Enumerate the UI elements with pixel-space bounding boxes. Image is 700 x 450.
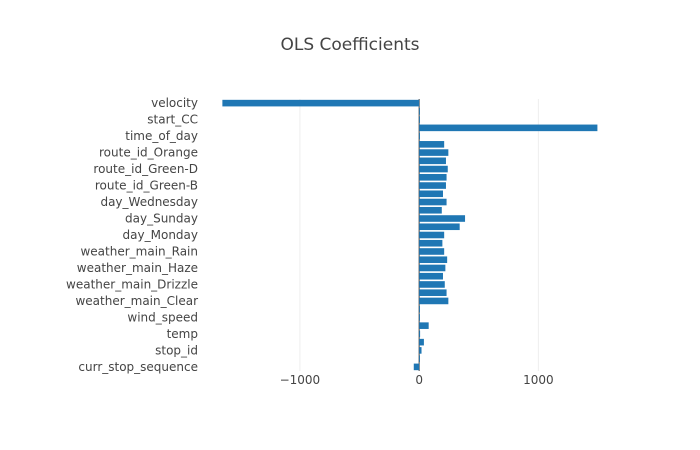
x-tick-label: 0 — [415, 373, 423, 387]
bar — [419, 132, 420, 140]
bar — [419, 322, 429, 329]
bar — [419, 182, 446, 189]
bar — [419, 264, 446, 272]
bar — [413, 363, 420, 371]
x-tick-label: −1000 — [280, 373, 321, 387]
y-category-label: route_id_Orange — [99, 146, 198, 160]
bar — [419, 272, 443, 280]
y-category-label: day_Monday — [123, 228, 198, 242]
y-category-label: temp — [167, 327, 198, 341]
bar — [419, 355, 420, 362]
y-category-label: weather_main_Drizzle — [66, 277, 198, 291]
y-category-label: stop_id — [155, 343, 198, 357]
bar — [419, 281, 445, 288]
y-category-label: velocity — [151, 96, 198, 110]
bar — [419, 206, 442, 214]
bar-series — [222, 99, 598, 371]
bar — [419, 124, 598, 132]
bar — [419, 141, 445, 148]
y-category-label: day_Sunday — [125, 212, 198, 226]
y-category-label: route_id_Green-D — [93, 162, 198, 176]
bar — [419, 174, 447, 181]
y-category-label: weather_main_Haze — [77, 261, 198, 275]
bar — [419, 239, 443, 247]
bar — [419, 330, 421, 338]
bar — [419, 305, 420, 313]
bar — [419, 157, 446, 165]
bar — [419, 165, 448, 173]
x-tick-label: 1000 — [523, 373, 554, 387]
bar — [419, 116, 420, 123]
gridlines — [299, 99, 539, 371]
bar — [419, 248, 445, 255]
y-category-label: time_of_day — [125, 129, 198, 143]
y-category-label: wind_speed — [127, 310, 198, 324]
y-category-label: route_id_Green-B — [95, 179, 198, 193]
y-category-label: weather_main_Rain — [80, 244, 198, 258]
bar — [419, 256, 448, 264]
bar — [419, 314, 420, 321]
bar — [222, 99, 420, 107]
y-category-label: start_CC — [147, 113, 198, 127]
y-category-label: day_Wednesday — [100, 195, 198, 209]
y-axis-labels: velocity start_CC time_of_day route_id_Oran… — [66, 96, 198, 374]
bar — [419, 347, 422, 354]
y-category-label: weather_main_Clear — [75, 294, 198, 308]
chart-title: OLS Coefficients — [280, 35, 419, 55]
x-axis-tick-labels: −1000 0 1000 — [280, 373, 554, 387]
y-category-label: curr_stop_sequence — [78, 360, 198, 374]
bar — [419, 198, 447, 206]
bar — [419, 231, 445, 239]
bar — [419, 108, 420, 115]
bar — [419, 338, 424, 346]
bar — [419, 215, 466, 222]
bar — [419, 190, 443, 198]
bar — [419, 289, 447, 296]
bar — [419, 297, 449, 305]
bar — [419, 149, 449, 156]
bar — [419, 223, 460, 231]
